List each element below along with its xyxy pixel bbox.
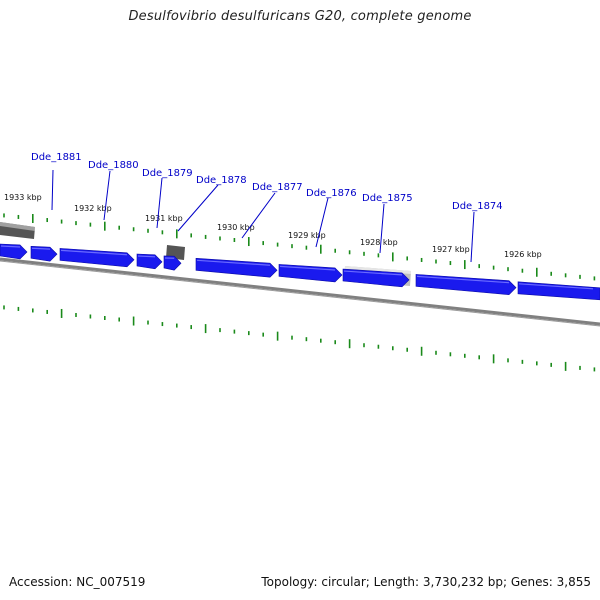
backbone-arc bbox=[0, 257, 600, 326]
gene-label-leader bbox=[103, 170, 111, 221]
gene-arrow-highlight bbox=[518, 283, 594, 290]
kbp-label: 1933 kbp bbox=[4, 193, 42, 202]
feature-box-highlight bbox=[0, 222, 35, 231]
kbp-label: 1931 kbp bbox=[145, 214, 183, 223]
gene-arrow-highlight bbox=[279, 265, 336, 271]
kbp-labels: 1933 kbp 1932 kbp 1931 kbp 1930 kbp 1929… bbox=[4, 193, 542, 259]
gene-arrow bbox=[415, 274, 517, 295]
gene-arrow bbox=[0, 243, 28, 260]
genome-summary: Topology: circular; Length: 3,730,232 bp… bbox=[261, 575, 591, 589]
gene-label-leader bbox=[51, 169, 54, 211]
gene-label: Dde_1876 bbox=[306, 188, 357, 199]
kbp-label: 1927 kbp bbox=[432, 245, 470, 254]
gene-arrow-highlight bbox=[0, 245, 21, 248]
genome-title: Desulfovibrio desulfuricans G20, complet… bbox=[128, 9, 472, 24]
gene-arrow-highlight bbox=[137, 255, 156, 258]
gene-arrow-highlight bbox=[60, 249, 128, 256]
kbp-label: 1929 kbp bbox=[288, 231, 326, 240]
gene-label-leader bbox=[156, 177, 163, 229]
gene-label: Dde_1874 bbox=[452, 201, 503, 212]
gene-label-leader bbox=[177, 184, 219, 232]
gene-label: Dde_1875 bbox=[362, 193, 413, 204]
gene-arrow bbox=[278, 264, 343, 283]
gene-arrow-highlight bbox=[343, 270, 403, 276]
gene-arrow bbox=[195, 257, 278, 278]
genome-backbone bbox=[0, 257, 600, 327]
gene-arrow-highlight bbox=[196, 259, 271, 266]
feature-box-highlight bbox=[345, 266, 411, 274]
gene-label: Dde_1879 bbox=[142, 168, 193, 179]
backbone-arc-shadow bbox=[0, 260, 600, 327]
gene-label: Dde_1880 bbox=[88, 160, 139, 171]
gene-label-leader bbox=[241, 192, 276, 239]
tick-marks bbox=[3, 213, 596, 372]
kbp-label: 1928 kbp bbox=[360, 238, 398, 247]
kbp-label: 1930 kbp bbox=[217, 223, 255, 232]
gene-label: Dde_1878 bbox=[196, 175, 247, 186]
gene-arrow bbox=[136, 253, 163, 270]
gene-label-leader bbox=[379, 203, 385, 254]
accession-text: Accession: NC_007519 bbox=[9, 575, 146, 589]
kbp-label: 1932 kbp bbox=[74, 204, 112, 213]
gene-track bbox=[0, 243, 600, 301]
gene-label-leader bbox=[470, 211, 475, 263]
gene-arrow bbox=[59, 248, 135, 268]
kbp-label: 1926 kbp bbox=[504, 250, 542, 259]
gene-arrow-highlight bbox=[31, 247, 51, 250]
gene-label: Dde_1881 bbox=[31, 152, 82, 163]
gene-label: Dde_1877 bbox=[252, 182, 303, 193]
gene-arrow-highlight bbox=[416, 275, 510, 284]
gene-arrow bbox=[30, 245, 58, 262]
gene-label-leader bbox=[315, 197, 329, 248]
gene-labels: Dde_1881 Dde_1880 Dde_1879 Dde_1878 Dde_… bbox=[31, 152, 503, 263]
gene-arrow bbox=[517, 281, 600, 301]
gene-arrow bbox=[342, 268, 410, 288]
gene-arrow bbox=[163, 255, 182, 271]
